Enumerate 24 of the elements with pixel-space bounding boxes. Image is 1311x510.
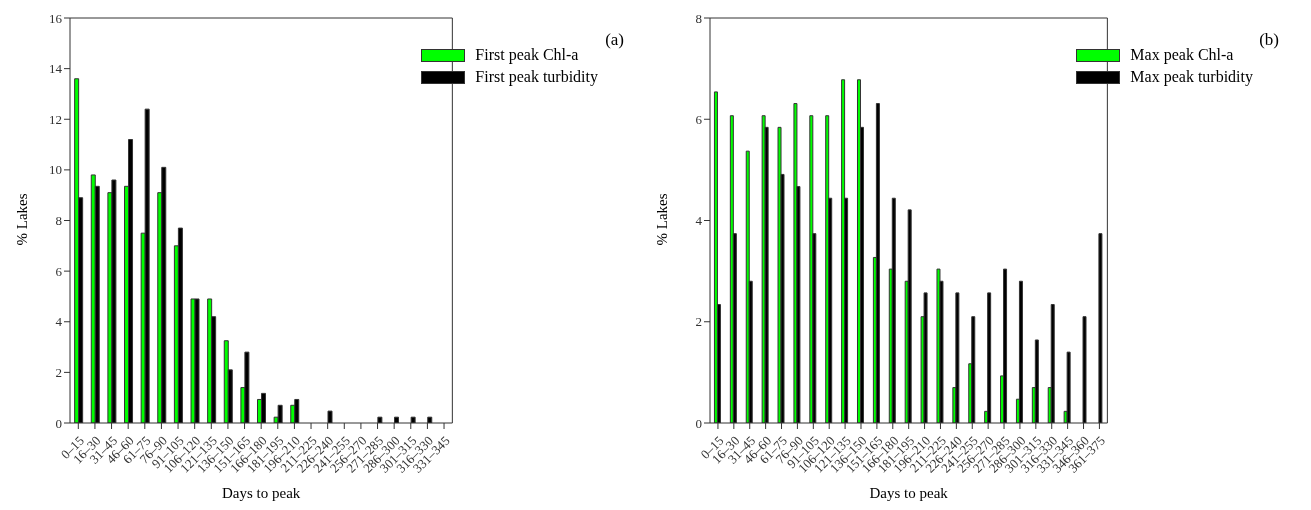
x-axis-title: Days to peak — [869, 485, 949, 501]
y-tick-label: 4 — [695, 213, 703, 229]
y-tick-label: 8 — [695, 10, 702, 26]
y-axis-title: % Lakes — [654, 193, 671, 246]
text: (b) — [1259, 30, 1279, 50]
y-tick-label: 0 — [55, 415, 62, 431]
text: (a) — [605, 30, 624, 50]
y-tick-label: 4 — [55, 314, 63, 330]
y-tick-label: 8 — [55, 213, 62, 229]
y-tick-label: 14 — [49, 61, 63, 77]
y-tick-label: 2 — [695, 314, 702, 330]
y-tick-label: 16 — [49, 10, 63, 26]
x-axis-title: Days to peak — [222, 485, 301, 501]
legend-label: First peak Chl-a — [475, 46, 579, 64]
legend-label: Max peak Chl-a — [1130, 46, 1234, 64]
y-tick-label: 6 — [55, 263, 63, 279]
y-tick-label: 6 — [695, 111, 703, 127]
y-axis-title: % Lakes — [14, 193, 31, 246]
y-tick-label: 0 — [695, 415, 702, 431]
legend-label: First peak turbidity — [475, 68, 598, 86]
y-tick-label: 10 — [49, 162, 62, 178]
y-tick-label: 2 — [55, 364, 62, 380]
legend-label: Max peak turbidity — [1130, 68, 1253, 86]
y-tick-label: 12 — [49, 111, 62, 127]
